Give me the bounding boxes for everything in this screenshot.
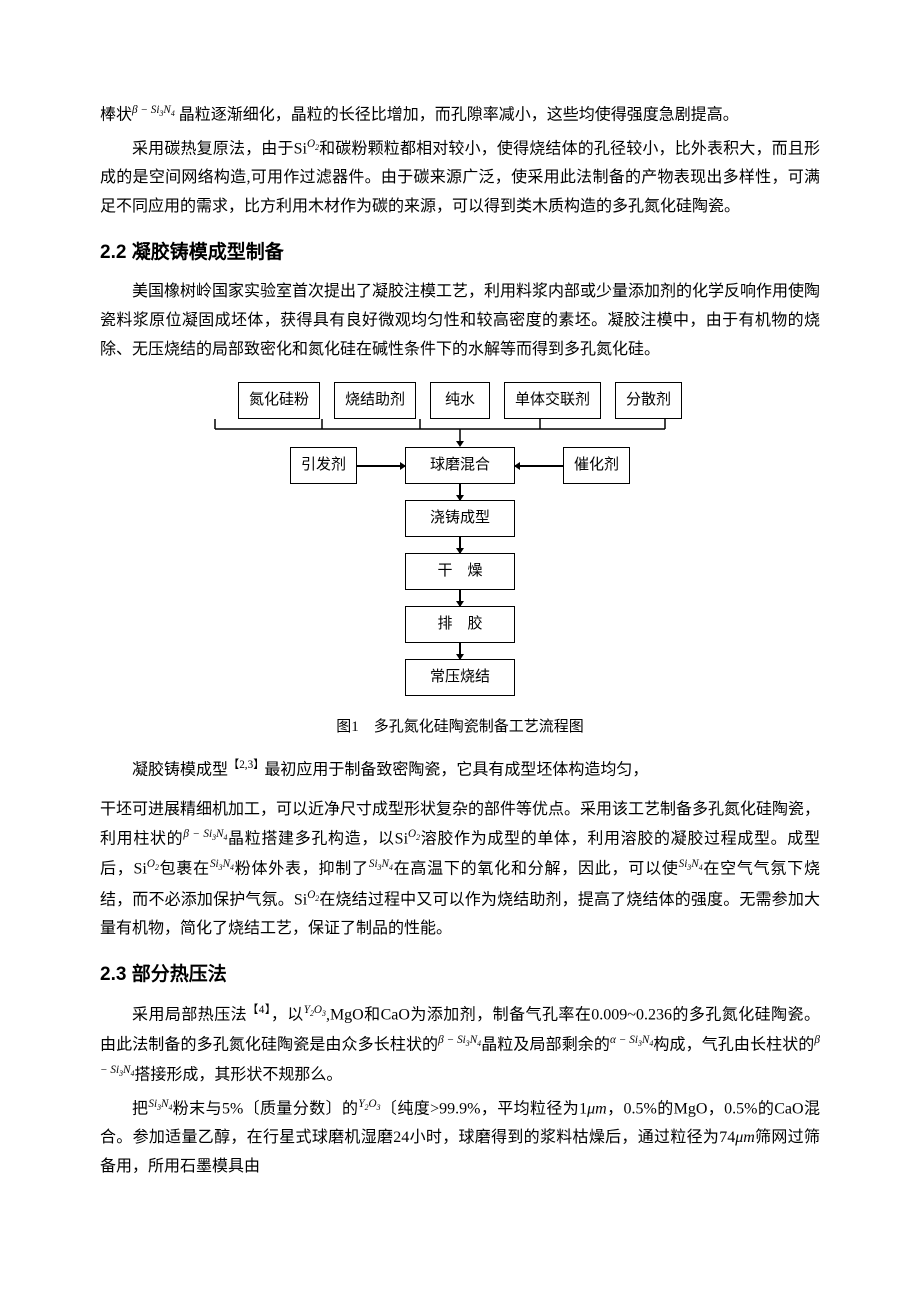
paragraph-3: 美国橡树岭国家实验室首次提出了凝胶注模工艺，利用料浆内部或少量添加剂的化学反响作… — [100, 278, 820, 364]
formula: Y2O3 — [304, 1004, 326, 1016]
flowchart-caption: 图1 多孔氮化硅陶瓷制备工艺流程图 — [100, 714, 820, 741]
text: 最初应用于制备致密陶瓷，它具有成型坯体构造均匀， — [264, 762, 648, 779]
flow-node: 引发剂 — [290, 447, 357, 484]
paragraph-7: 把Si3N4粉末与5%〔质量分数〕的Y2O3〔纯度>99.9%，平均粒径为1μm… — [100, 1094, 820, 1182]
unit: μm — [587, 1100, 607, 1117]
flow-node: 烧结助剂 — [334, 382, 416, 419]
flow-node: 催化剂 — [563, 447, 630, 484]
formula: β − Si3N4 — [132, 104, 175, 116]
paragraph-6: 采用局部热压法【4】，以Y2O3,MgO和CaO为添加剂，制备气孔率在0.009… — [100, 1000, 820, 1090]
formula: Si3N4 — [210, 858, 234, 870]
text: 〔纯度>99.9%，平均粒径为1 — [381, 1100, 588, 1117]
flow-node: 氮化硅粉 — [238, 382, 320, 419]
text: 采用碳热复原法，由于Si — [132, 140, 307, 157]
formula: O2 — [307, 138, 319, 150]
text: 包裹在 — [159, 861, 210, 878]
flow-arrow-down — [459, 484, 461, 500]
formula: β − Si3N4 — [183, 828, 227, 840]
flow-arrow-right — [357, 465, 405, 467]
flowchart-top-row: 氮化硅粉 烧结助剂 纯水 单体交联剂 分散剂 — [170, 382, 750, 419]
text: 粉体外表，抑制了 — [234, 861, 369, 878]
flow-node: 干 燥 — [405, 553, 515, 590]
text: 把 — [132, 1100, 148, 1117]
text: 在高温下的氧化和分解，因此，可以使 — [393, 861, 679, 878]
flow-node: 球磨混合 — [405, 447, 515, 484]
paragraph-1: 棒状β − Si3N4 晶粒逐渐细化，晶粒的长径比增加，而孔隙率减小，这些均使得… — [100, 100, 820, 130]
flow-node: 单体交联剂 — [504, 382, 601, 419]
paragraph-2: 采用碳热复原法，由于SiO2和碳粉颗粒都相对较小，使得烧结体的孔径较小，比外表积… — [100, 134, 820, 222]
paragraph-4: 凝胶铸模成型【2,3】最初应用于制备致密陶瓷，它具有成型坯体构造均匀， — [100, 755, 820, 785]
text: 粉末与5%〔质量分数〕的 — [172, 1100, 358, 1117]
text: 晶粒搭建多孔构造，以Si — [227, 831, 408, 848]
flow-connector — [170, 419, 750, 447]
text: 晶粒逐渐细化，晶粒的长径比增加，而孔隙率减小，这些均使得强度急剧提高。 — [175, 106, 739, 123]
reference: 【4】 — [247, 1004, 271, 1016]
formula: Y2O3 — [358, 1098, 380, 1110]
text: 构成，气孔由长柱状的 — [653, 1036, 814, 1053]
flow-node: 排 胶 — [405, 606, 515, 643]
text: 搭接形成，其形状不规那么。 — [134, 1066, 342, 1083]
flowchart: 氮化硅粉 烧结助剂 纯水 单体交联剂 分散剂 引发剂 球磨混合 催化剂 浇铸成型… — [170, 382, 750, 696]
flow-mixing-row: 引发剂 球磨混合 催化剂 — [170, 447, 750, 484]
text: 采用局部热压法 — [132, 1006, 247, 1023]
unit: μm — [735, 1129, 755, 1146]
paragraph-5: 干坯可进展精细机加工，可以近净尺寸成型形状复杂的部件等优点。采用该工艺制备多孔氮… — [100, 796, 820, 944]
formula: β − Si3N4 — [438, 1034, 481, 1046]
formula: Si3N4 — [369, 858, 393, 870]
flow-node: 纯水 — [430, 382, 490, 419]
flow-arrow-down — [459, 590, 461, 606]
heading-2-3: 2.3 部分热压法 — [100, 958, 820, 992]
flow-node: 常压烧结 — [405, 659, 515, 696]
formula: Si3N4 — [148, 1098, 172, 1110]
text: 棒状 — [100, 106, 132, 123]
formula: α − Si3N4 — [610, 1034, 653, 1046]
flow-arrow-left — [515, 465, 563, 467]
text: 凝胶铸模成型 — [132, 762, 228, 779]
text: 晶粒及局部剩余的 — [481, 1036, 610, 1053]
reference: 【2,3】 — [228, 759, 264, 771]
flow-node: 浇铸成型 — [405, 500, 515, 537]
flow-arrow-down — [459, 643, 461, 659]
heading-2-2: 2.2 凝胶铸模成型制备 — [100, 236, 820, 270]
formula: O2 — [408, 828, 420, 840]
flow-node: 分散剂 — [615, 382, 682, 419]
text: ，以 — [271, 1006, 304, 1023]
formula: O2 — [147, 858, 159, 870]
flow-arrow-down — [459, 537, 461, 553]
formula: O2 — [307, 889, 319, 901]
formula: Si3N4 — [679, 858, 703, 870]
